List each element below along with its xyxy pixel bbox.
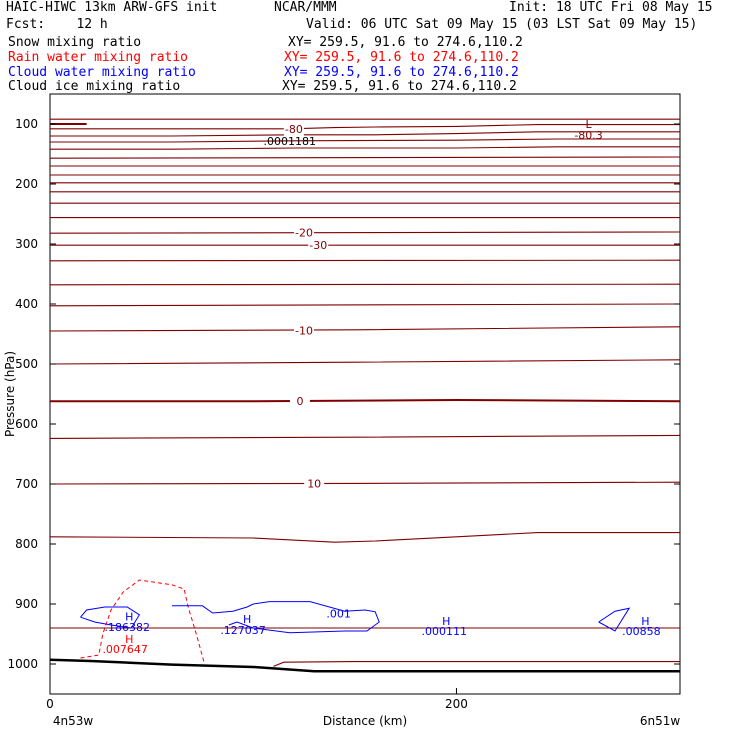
contour-annotation: -80.3 bbox=[574, 129, 602, 142]
isotherm-line bbox=[49, 434, 681, 439]
field-name-snow: Snow mixing ratio bbox=[8, 35, 142, 50]
init-time: Init: 18 UTC Fri 08 May 15 bbox=[509, 0, 713, 15]
contour-annotation: .186382 bbox=[104, 621, 150, 634]
rain-contour bbox=[80, 579, 205, 665]
isotherm-label: 0 bbox=[296, 395, 303, 408]
isotherm-label-bg bbox=[283, 122, 304, 136]
x-axis-title: Distance (km) bbox=[323, 714, 407, 728]
isotherm-label-bg bbox=[294, 324, 315, 338]
isotherm-label-bg bbox=[304, 477, 325, 491]
isotherm-line bbox=[50, 398, 681, 403]
isotherm-label: -20 bbox=[295, 227, 313, 240]
contour-annotation: .007647 bbox=[102, 643, 148, 656]
y-tick-label: 200 bbox=[15, 177, 38, 191]
isotherm-line bbox=[49, 303, 681, 307]
y-tick-label: 300 bbox=[15, 237, 38, 251]
organization-label: NCAR/MMM bbox=[274, 0, 337, 15]
right-endpoint-label: 6n51w bbox=[640, 714, 681, 728]
y-tick-label: 700 bbox=[15, 477, 38, 491]
y-tick-label: 900 bbox=[15, 597, 38, 611]
isotherm-line bbox=[49, 259, 681, 262]
isotherm-line bbox=[49, 231, 681, 234]
model-title: HAIC-HIWC 13km ARW-GFS init bbox=[6, 0, 218, 15]
isotherm-line bbox=[273, 661, 680, 667]
isotherm-label: 10 bbox=[307, 477, 321, 490]
field-name-cloud-water: Cloud water mixing ratio bbox=[8, 65, 196, 80]
contour-annotation: .000111 bbox=[422, 625, 468, 638]
contour-annotation: .0001181 bbox=[264, 135, 317, 148]
contour-annotation: .127037 bbox=[220, 624, 266, 637]
isotherm-label: -30 bbox=[309, 239, 327, 252]
contour-annotation: H bbox=[125, 633, 133, 646]
y-tick-label: 600 bbox=[15, 417, 38, 431]
isotherm-line bbox=[50, 146, 680, 150]
contour-annotation: .001 bbox=[326, 608, 351, 621]
forecast-hour: Fcst: 12 h bbox=[6, 17, 108, 32]
plot-frame bbox=[49, 93, 681, 695]
y-tick-label: 1000 bbox=[7, 657, 38, 671]
cloud-water-contour bbox=[598, 607, 631, 632]
field-name-rain: Rain water mixing ratio bbox=[8, 50, 189, 65]
y-axis-title: Pressure (hPa) bbox=[3, 351, 17, 437]
contour-annotation: H bbox=[641, 615, 649, 628]
isotherm-line bbox=[49, 532, 680, 543]
isotherm-label: -80 bbox=[285, 123, 303, 136]
field-xy-cloud-ice: XY= 259.5, 91.6 to 274.6,110.2 bbox=[282, 79, 517, 94]
isotherm-line bbox=[50, 131, 680, 137]
isotherm-line bbox=[49, 359, 681, 365]
cloud-water-contour bbox=[171, 601, 380, 634]
isotherm-label-bg bbox=[289, 395, 310, 409]
field-xy-snow: XY= 259.5, 91.6 to 274.6,110.2 bbox=[288, 35, 523, 50]
isotherm-line bbox=[50, 124, 680, 130]
valid-time: Valid: 06 UTC Sat 09 May 15 (03 LST Sat … bbox=[306, 17, 698, 32]
field-name-cloud-ice: Cloud ice mixing ratio bbox=[8, 79, 181, 94]
y-tick-label: 800 bbox=[15, 537, 38, 551]
isotherm-line bbox=[50, 138, 680, 143]
isotherm-line bbox=[49, 283, 681, 286]
y-tick-label: 400 bbox=[15, 297, 38, 311]
contour-annotation: H bbox=[442, 615, 450, 628]
isotherm-line bbox=[49, 326, 681, 332]
cloud-water-contour bbox=[80, 606, 141, 629]
terrain-line bbox=[49, 658, 680, 673]
field-xy-rain: XY= 259.5, 91.6 to 274.6,110.2 bbox=[284, 50, 519, 65]
y-tick-label: 100 bbox=[15, 117, 38, 131]
contour-annotation: H bbox=[243, 613, 251, 626]
field-xy-cloud-water: XY= 259.5, 91.6 to 274.6,110.2 bbox=[284, 65, 519, 80]
contour-annotation: .00858 bbox=[622, 625, 661, 638]
isotherm-label-bg bbox=[308, 239, 329, 253]
isotherm-line bbox=[49, 481, 681, 485]
contour-annotation: H bbox=[125, 611, 133, 624]
isotherm-line bbox=[49, 156, 681, 159]
left-endpoint-label: 4n53w bbox=[53, 714, 94, 728]
isotherm-label-bg bbox=[294, 226, 315, 240]
x-tick-label: 0 bbox=[46, 697, 54, 711]
y-tick-label: 500 bbox=[15, 357, 38, 371]
x-tick-label: 200 bbox=[445, 697, 468, 711]
contour-annotation: L bbox=[585, 118, 592, 131]
isotherm-label: -10 bbox=[295, 324, 313, 337]
